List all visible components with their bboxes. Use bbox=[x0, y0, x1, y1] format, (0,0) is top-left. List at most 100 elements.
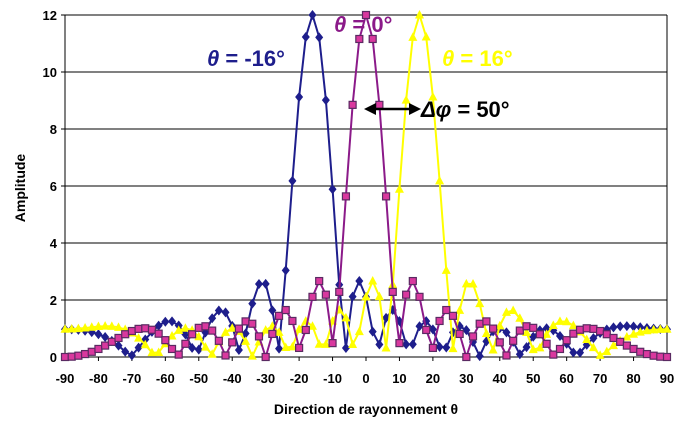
data-point bbox=[307, 321, 317, 330]
data-point bbox=[428, 92, 438, 101]
data-point bbox=[121, 346, 130, 357]
data-point bbox=[281, 342, 291, 352]
series-label: θ = 16° bbox=[442, 46, 513, 71]
data-point bbox=[261, 352, 270, 362]
x-tick-label: -90 bbox=[56, 371, 75, 386]
data-point bbox=[328, 339, 337, 348]
data-point bbox=[74, 351, 83, 360]
data-point bbox=[167, 330, 177, 340]
x-tick-label: 0 bbox=[362, 371, 369, 386]
gridlines bbox=[65, 14, 667, 301]
data-point bbox=[94, 344, 103, 354]
data-point bbox=[588, 342, 598, 352]
data-point bbox=[608, 340, 618, 350]
data-point bbox=[622, 341, 631, 350]
data-point bbox=[154, 347, 164, 357]
data-point bbox=[93, 321, 103, 331]
series-2 bbox=[60, 10, 672, 360]
data-point bbox=[542, 339, 551, 348]
data-point bbox=[321, 339, 331, 348]
theta-symbol: θ bbox=[334, 12, 346, 37]
data-point bbox=[315, 276, 324, 286]
data-point bbox=[100, 321, 110, 330]
data-point bbox=[315, 32, 324, 43]
x-tick-label: -60 bbox=[156, 371, 175, 386]
data-point bbox=[455, 305, 465, 314]
data-point bbox=[107, 321, 117, 330]
data-point bbox=[502, 327, 511, 338]
data-point bbox=[174, 350, 183, 359]
data-point bbox=[241, 328, 250, 339]
data-point bbox=[281, 305, 290, 315]
data-point bbox=[228, 338, 237, 347]
data-point bbox=[348, 100, 357, 109]
data-point bbox=[629, 321, 638, 332]
data-point bbox=[642, 325, 652, 335]
data-point bbox=[221, 327, 231, 336]
data-point bbox=[462, 352, 471, 362]
series-label-value: = 0° bbox=[346, 12, 392, 37]
data-point bbox=[522, 322, 531, 331]
data-point bbox=[341, 312, 351, 322]
x-axis-title: Direction de rayonnement θ bbox=[274, 401, 458, 417]
data-point bbox=[247, 351, 257, 360]
data-point bbox=[575, 325, 585, 334]
data-point bbox=[515, 313, 525, 322]
data-point bbox=[508, 305, 518, 314]
data-point bbox=[616, 337, 625, 346]
data-point bbox=[441, 265, 451, 274]
data-point bbox=[501, 307, 511, 316]
data-point bbox=[482, 317, 491, 326]
x-tick-label: 60 bbox=[559, 371, 573, 386]
data-point bbox=[535, 342, 545, 352]
x-tick-label: 70 bbox=[593, 371, 607, 386]
data-point bbox=[381, 192, 391, 201]
data-point bbox=[401, 95, 411, 104]
data-point bbox=[549, 350, 558, 359]
data-point bbox=[421, 31, 431, 41]
data-point bbox=[167, 344, 177, 354]
annotations: θ = -16°θ = 0°θ = 16°Δφ = 50° bbox=[207, 12, 513, 122]
data-point bbox=[468, 332, 478, 341]
data-point bbox=[188, 342, 197, 353]
data-point bbox=[649, 351, 658, 360]
data-point bbox=[321, 95, 330, 106]
data-point bbox=[522, 327, 532, 337]
x-tick-label: -70 bbox=[122, 371, 141, 386]
data-point bbox=[629, 344, 638, 354]
data-point bbox=[67, 352, 76, 361]
data-point bbox=[529, 331, 538, 342]
data-point bbox=[509, 336, 518, 345]
data-point bbox=[295, 92, 304, 103]
data-point bbox=[127, 350, 136, 361]
data-point bbox=[328, 184, 337, 195]
data-point bbox=[596, 326, 605, 336]
data-point bbox=[635, 327, 645, 336]
data-point bbox=[248, 298, 257, 309]
data-point bbox=[308, 10, 317, 20]
data-point bbox=[562, 336, 571, 345]
data-point bbox=[602, 330, 611, 339]
data-point bbox=[314, 339, 324, 348]
data-point bbox=[655, 324, 665, 333]
data-point bbox=[261, 325, 271, 334]
series-layer bbox=[60, 10, 672, 362]
data-point bbox=[321, 290, 330, 299]
data-point bbox=[642, 349, 652, 359]
x-tick-label: 90 bbox=[660, 371, 674, 386]
data-point bbox=[649, 324, 659, 334]
data-point bbox=[268, 329, 277, 339]
y-tick-label: 2 bbox=[50, 293, 57, 308]
data-point bbox=[268, 305, 277, 316]
data-point bbox=[361, 291, 371, 301]
data-point bbox=[60, 352, 70, 362]
data-point bbox=[341, 192, 351, 201]
data-point bbox=[248, 319, 257, 328]
data-point bbox=[114, 340, 123, 351]
data-point bbox=[101, 341, 110, 350]
delta-arrow-head-right bbox=[409, 103, 421, 115]
data-point bbox=[461, 278, 471, 288]
data-point bbox=[368, 326, 377, 337]
data-point bbox=[348, 339, 358, 349]
data-point bbox=[241, 336, 251, 345]
